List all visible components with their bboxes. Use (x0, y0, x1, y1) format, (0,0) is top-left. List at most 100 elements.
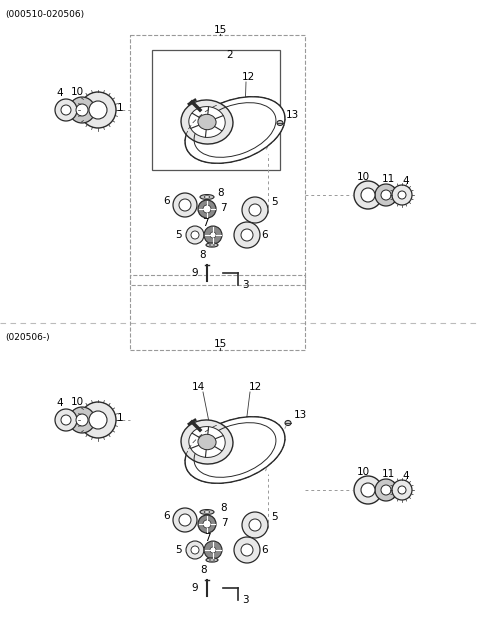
Ellipse shape (189, 427, 225, 457)
Text: (020506-): (020506-) (5, 333, 49, 342)
Text: 8: 8 (201, 565, 207, 575)
Text: 4: 4 (57, 88, 63, 98)
Circle shape (203, 520, 211, 528)
Circle shape (392, 480, 412, 500)
Ellipse shape (181, 420, 233, 464)
Bar (130, 35, 305, 285)
Circle shape (89, 101, 107, 119)
Text: 15: 15 (214, 339, 227, 349)
Text: 11: 11 (382, 469, 395, 479)
Circle shape (69, 407, 95, 433)
Circle shape (392, 185, 412, 205)
Ellipse shape (206, 243, 218, 247)
Circle shape (179, 514, 191, 526)
Text: 1: 1 (117, 103, 123, 113)
Text: 3: 3 (242, 280, 248, 290)
Circle shape (381, 190, 391, 200)
Circle shape (354, 181, 382, 209)
Ellipse shape (189, 107, 225, 138)
Circle shape (242, 197, 268, 223)
Text: (000510-020506): (000510-020506) (5, 10, 84, 19)
Circle shape (398, 486, 406, 494)
Circle shape (89, 411, 107, 429)
Circle shape (69, 97, 95, 123)
Circle shape (210, 232, 216, 238)
Ellipse shape (200, 194, 214, 199)
Text: 12: 12 (241, 72, 254, 82)
Bar (130, 275, 305, 350)
Circle shape (61, 415, 71, 425)
Circle shape (203, 205, 211, 213)
Text: 1: 1 (117, 413, 123, 423)
Text: 7: 7 (202, 218, 208, 228)
Text: 10: 10 (357, 467, 370, 477)
Circle shape (241, 544, 253, 556)
Circle shape (61, 105, 71, 115)
Circle shape (80, 402, 116, 438)
Text: 6: 6 (164, 511, 170, 521)
Text: 9: 9 (192, 583, 198, 593)
Text: 5: 5 (272, 512, 278, 522)
Circle shape (241, 229, 253, 241)
Circle shape (234, 222, 260, 248)
Circle shape (80, 92, 116, 128)
Text: 12: 12 (248, 382, 262, 392)
Text: 4: 4 (403, 176, 409, 186)
Ellipse shape (198, 114, 216, 130)
Text: 7: 7 (204, 533, 210, 543)
Circle shape (186, 226, 204, 244)
Circle shape (55, 99, 77, 121)
Text: 5: 5 (175, 230, 181, 240)
Ellipse shape (210, 244, 215, 246)
Ellipse shape (181, 100, 233, 144)
Circle shape (204, 226, 222, 244)
Text: 7: 7 (220, 203, 226, 213)
Text: 10: 10 (357, 172, 370, 182)
Ellipse shape (204, 511, 210, 513)
Circle shape (55, 409, 77, 431)
Circle shape (210, 547, 216, 553)
Circle shape (198, 200, 216, 218)
Text: 14: 14 (192, 382, 204, 392)
Circle shape (375, 184, 397, 206)
Bar (152, 50, 280, 170)
Circle shape (361, 188, 375, 202)
Circle shape (234, 537, 260, 563)
Text: 13: 13 (286, 110, 299, 120)
Text: 10: 10 (71, 87, 84, 97)
Text: 6: 6 (164, 196, 170, 206)
Circle shape (375, 479, 397, 501)
Circle shape (179, 199, 191, 211)
Circle shape (249, 519, 261, 531)
Ellipse shape (210, 559, 215, 561)
Text: 2: 2 (227, 50, 233, 60)
Ellipse shape (277, 120, 283, 125)
Text: 5: 5 (175, 545, 181, 555)
Circle shape (191, 546, 199, 554)
Text: 6: 6 (262, 545, 268, 555)
Circle shape (242, 512, 268, 538)
Ellipse shape (198, 434, 216, 450)
Circle shape (76, 414, 88, 426)
Text: 10: 10 (71, 397, 84, 407)
Text: 9: 9 (192, 268, 198, 278)
Circle shape (381, 485, 391, 495)
Text: 4: 4 (403, 471, 409, 481)
Circle shape (204, 541, 222, 559)
Circle shape (354, 476, 382, 504)
Text: 8: 8 (218, 188, 224, 198)
Circle shape (361, 483, 375, 497)
Text: 6: 6 (262, 230, 268, 240)
Ellipse shape (285, 421, 291, 426)
Ellipse shape (185, 417, 285, 483)
Text: 11: 11 (382, 174, 395, 184)
Text: 15: 15 (214, 25, 227, 35)
Ellipse shape (200, 510, 214, 515)
Text: 3: 3 (242, 595, 248, 605)
Circle shape (173, 193, 197, 217)
Ellipse shape (206, 558, 218, 562)
Text: 4: 4 (57, 398, 63, 408)
Ellipse shape (185, 97, 285, 163)
Text: 8: 8 (200, 250, 206, 260)
Text: 8: 8 (221, 503, 228, 513)
